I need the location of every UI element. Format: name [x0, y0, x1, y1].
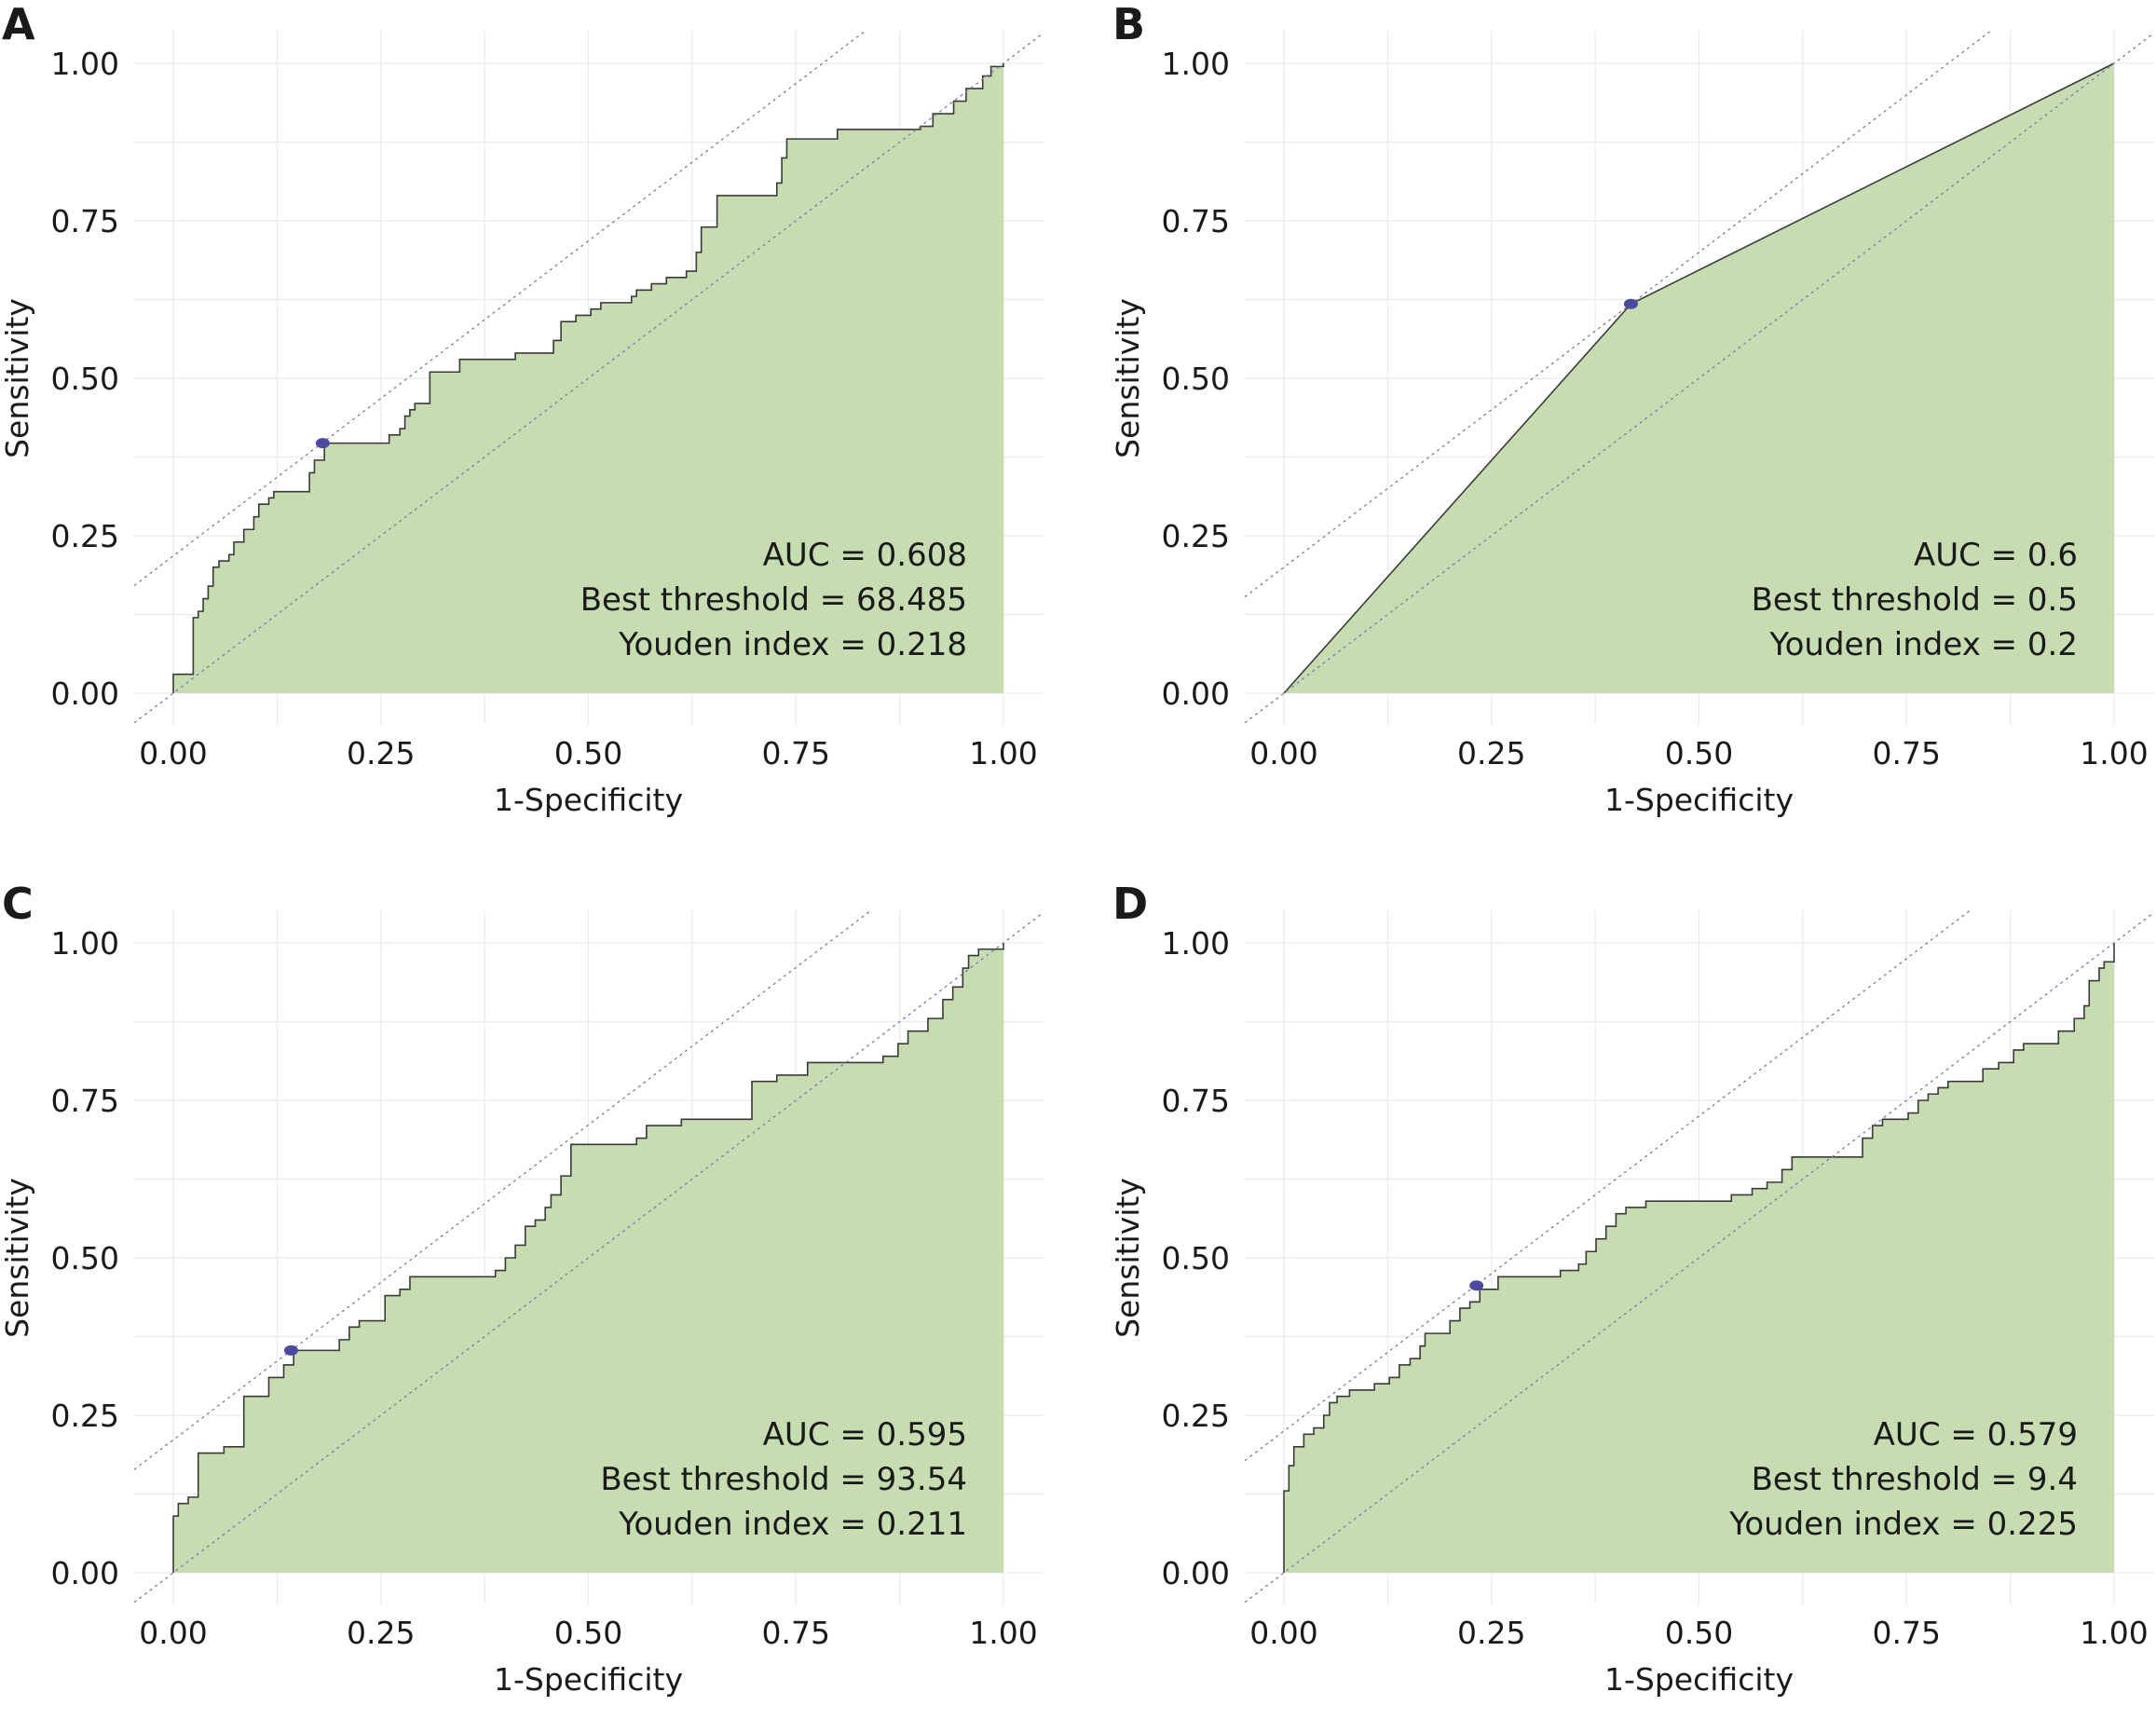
- x-tick-label: 0.75: [1873, 1615, 1941, 1651]
- panel-letter: A: [2, 0, 35, 49]
- y-tick-label: 0.25: [51, 518, 119, 554]
- annotation-text: Youden index = 0.211: [618, 1506, 967, 1543]
- x-tick-label: 1.00: [969, 735, 1037, 771]
- chance-line: [133, 32, 1044, 724]
- y-axis-title: Sensitivity: [0, 1178, 35, 1338]
- annotation-text: Best threshold = 9.4: [1752, 1461, 2078, 1498]
- youden-line: [133, 30, 866, 586]
- panel-d: 0.00 0.25 0.50 0.75 1.00 0.00 0.25 0.50 0.75 1.00…: [1111, 880, 2156, 1733]
- best-threshold-point: [1469, 1280, 1484, 1291]
- x-tick-label: 0.75: [762, 1615, 830, 1651]
- youden-line: [133, 909, 872, 1470]
- y-tick-label: 0.25: [1162, 518, 1230, 554]
- roc-chart: 0.00 0.25 0.50 0.75 1.00 0.00 0.25 0.50 0.75 1.00…: [1111, 0, 2155, 818]
- panel-letter: D: [1112, 880, 1148, 929]
- x-tick-label: 0.25: [347, 1615, 415, 1651]
- annotation-text: AUC = 0.595: [763, 1416, 967, 1453]
- y-axis-title: Sensitivity: [1111, 298, 1146, 458]
- annotation-text: Youden index = 0.218: [618, 626, 967, 663]
- annotation-text: Best threshold = 68.485: [580, 581, 967, 619]
- annotation-text: AUC = 0.6: [1914, 537, 2078, 574]
- annotation-text: AUC = 0.579: [1874, 1416, 2078, 1453]
- x-tick-label: 1.00: [969, 1615, 1037, 1651]
- x-tick-label: 1.00: [2080, 1615, 2148, 1651]
- y-tick-label: 0.50: [51, 1240, 119, 1276]
- annotation-text: Best threshold = 0.5: [1752, 581, 2078, 619]
- panel-b: 0.00 0.25 0.50 0.75 1.00 0.00 0.25 0.50 0.75 1.00…: [1111, 0, 2156, 853]
- roc-chart: 0.00 0.25 0.50 0.75 1.00 0.00 0.25 0.50 0.75 1.00…: [1111, 880, 2155, 1698]
- panel-letter: C: [2, 880, 34, 929]
- annotation-text: Youden index = 0.225: [1728, 1506, 2078, 1543]
- x-axis-title: 1-Specificity: [494, 782, 683, 818]
- x-tick-label: 0.50: [1665, 735, 1733, 771]
- y-tick-label: 0.75: [51, 1083, 119, 1119]
- x-tick-label: 0.50: [554, 1615, 622, 1651]
- chance-line: [1244, 911, 2155, 1603]
- annotation-text: Youden index = 0.2: [1768, 626, 2078, 663]
- x-tick-label: 0.00: [1249, 735, 1317, 771]
- x-tick-label: 0.25: [1457, 735, 1525, 771]
- x-tick-label: 0.00: [139, 1615, 207, 1651]
- x-axis-title: 1-Specificity: [1604, 1661, 1794, 1698]
- roc-curve: [172, 63, 1004, 693]
- roc-chart: 0.00 0.25 0.50 0.75 1.00 0.00 0.25 0.50 0.75 1.00…: [0, 880, 1044, 1698]
- y-tick-label: 1.00: [51, 46, 119, 82]
- x-tick-label: 0.25: [347, 735, 415, 771]
- annotation-text: AUC = 0.608: [763, 537, 967, 574]
- x-tick-label: 0.50: [554, 735, 622, 771]
- best-threshold-point: [284, 1344, 299, 1356]
- annotation-text: Best threshold = 93.54: [600, 1461, 967, 1498]
- y-tick-label: 0.00: [51, 1555, 119, 1591]
- y-tick-label: 0.25: [1162, 1398, 1230, 1434]
- x-tick-label: 0.00: [139, 735, 207, 771]
- y-tick-label: 0.50: [51, 361, 119, 397]
- y-tick-label: 1.00: [51, 925, 119, 962]
- y-tick-label: 0.50: [1162, 1240, 1230, 1276]
- chance-line: [133, 911, 1044, 1603]
- x-tick-label: 1.00: [2080, 735, 2148, 771]
- y-tick-label: 0.75: [1162, 1083, 1230, 1119]
- chance-line: [1244, 32, 2155, 724]
- y-tick-label: 0.00: [1162, 675, 1230, 712]
- roc-chart: 0.00 0.25 0.50 0.75 1.00 0.00 0.25 0.50 0.75 1.00…: [0, 0, 1044, 818]
- best-threshold-point: [315, 438, 330, 449]
- y-tick-label: 0.00: [1162, 1555, 1230, 1591]
- youden-line: [1244, 909, 1972, 1462]
- roc-curve: [172, 943, 1004, 1573]
- y-tick-label: 0.50: [1162, 361, 1230, 397]
- x-tick-label: 0.25: [1457, 1615, 1525, 1651]
- y-tick-label: 0.75: [51, 203, 119, 239]
- best-threshold-point: [1623, 298, 1638, 309]
- panel-c: 0.00 0.25 0.50 0.75 1.00 0.00 0.25 0.50 0.75 1.00…: [0, 880, 1078, 1733]
- y-tick-label: 0.00: [51, 675, 119, 712]
- x-axis-title: 1-Specificity: [494, 1661, 683, 1698]
- panel-letter: B: [1112, 0, 1145, 49]
- y-axis-title: Sensitivity: [0, 298, 35, 458]
- y-tick-label: 0.75: [1162, 203, 1230, 239]
- y-tick-label: 1.00: [1162, 925, 1230, 962]
- x-tick-label: 0.75: [762, 735, 830, 771]
- x-tick-label: 0.00: [1249, 1615, 1317, 1651]
- x-tick-label: 0.50: [1665, 1615, 1733, 1651]
- x-tick-label: 0.75: [1873, 735, 1941, 771]
- roc-curve: [1283, 943, 2115, 1573]
- y-tick-label: 0.25: [51, 1398, 119, 1434]
- panel-a: 0.00 0.25 0.50 0.75 1.00 0.00 0.25 0.50 0.75 1.00…: [0, 0, 1078, 853]
- x-axis-title: 1-Specificity: [1604, 782, 1794, 818]
- y-axis-title: Sensitivity: [1111, 1178, 1146, 1338]
- y-tick-label: 1.00: [1162, 46, 1230, 82]
